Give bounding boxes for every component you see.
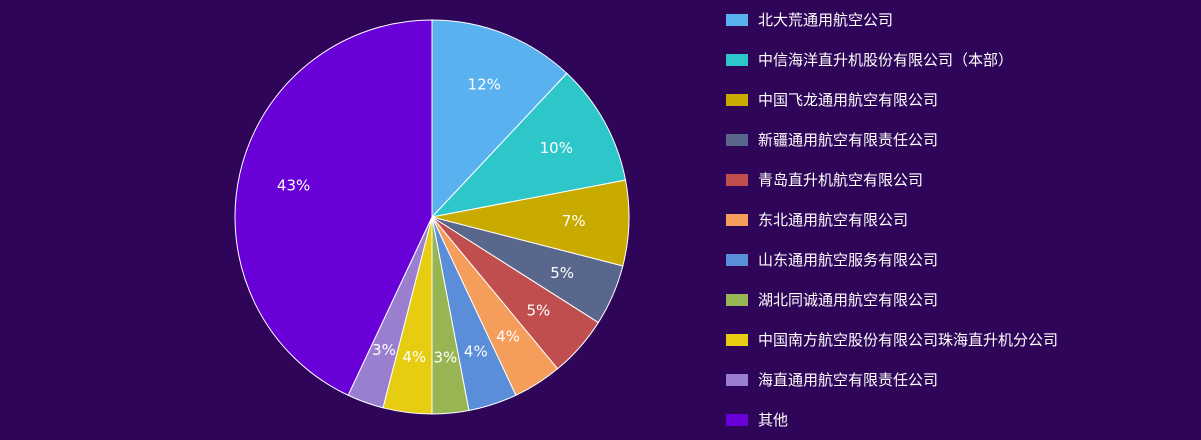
data-label: 4%: [496, 327, 520, 345]
legend-label: 北大荒通用航空公司: [758, 11, 894, 29]
legend-swatch: [726, 334, 748, 346]
legend-label: 青岛直升机航空有限公司: [758, 171, 924, 189]
legend-label: 新疆通用航空有限责任公司: [758, 131, 939, 149]
pie-slice[interactable]: [430, 72, 627, 218]
legend-swatch: [726, 174, 748, 186]
data-label: 4%: [464, 342, 488, 360]
data-label: 5%: [550, 264, 574, 282]
pie-slice[interactable]: [431, 19, 568, 219]
legend-item[interactable]: 青岛直升机航空有限公司: [726, 170, 923, 190]
data-label: 7%: [562, 212, 586, 230]
data-label: 4%: [402, 348, 426, 366]
data-label: 5%: [527, 301, 551, 319]
legend-swatch: [726, 94, 748, 106]
pie-slice[interactable]: [234, 19, 433, 396]
legend-item[interactable]: 其他: [726, 410, 788, 430]
legend-label: 中国飞龙通用航空有限公司: [758, 91, 939, 109]
data-label: 10%: [540, 139, 573, 157]
legend-item[interactable]: 湖北同诚通用航空有限公司: [726, 290, 938, 310]
legend-item[interactable]: 海直通用航空有限责任公司: [726, 370, 938, 390]
legend-swatch: [726, 14, 748, 26]
legend-swatch: [726, 294, 748, 306]
legend-swatch: [726, 374, 748, 386]
data-label: 3%: [433, 349, 457, 367]
legend-item[interactable]: 新疆通用航空有限责任公司: [726, 130, 938, 150]
legend-label: 海直通用航空有限责任公司: [758, 371, 939, 389]
legend-item[interactable]: 山东通用航空服务有限公司: [726, 250, 938, 270]
legend-label: 其他: [758, 411, 789, 429]
data-label: 12%: [468, 76, 501, 94]
legend-swatch: [726, 214, 748, 226]
legend-swatch: [726, 134, 748, 146]
legend-swatch: [726, 54, 748, 66]
legend-swatch: [726, 414, 748, 426]
legend-label: 中信海洋直升机股份有限公司（本部）: [758, 51, 1014, 69]
legend-label: 湖北同诚通用航空有限公司: [758, 291, 939, 309]
data-label: 43%: [277, 177, 310, 195]
legend-item[interactable]: 中国飞龙通用航空有限公司: [726, 90, 938, 110]
legend-item[interactable]: 中国南方航空股份有限公司珠海直升机分公司: [726, 330, 1058, 350]
legend-label: 中国南方航空股份有限公司珠海直升机分公司: [758, 331, 1059, 349]
legend: 北大荒通用航空公司中信海洋直升机股份有限公司（本部） 中国飞龙通用航空有限公司 新疆…: [726, 10, 1196, 430]
data-label: 3%: [372, 341, 396, 359]
legend-label: 东北通用航空有限公司: [758, 211, 909, 229]
legend-item[interactable]: 北大荒通用航空公司: [726, 10, 893, 30]
legend-item[interactable]: 东北通用航空有限公司: [726, 210, 908, 230]
legend-swatch: [726, 254, 748, 266]
legend-label: 山东通用航空服务有限公司: [758, 251, 939, 269]
legend-item[interactable]: 中信海洋直升机股份有限公司（本部）: [726, 50, 1013, 70]
